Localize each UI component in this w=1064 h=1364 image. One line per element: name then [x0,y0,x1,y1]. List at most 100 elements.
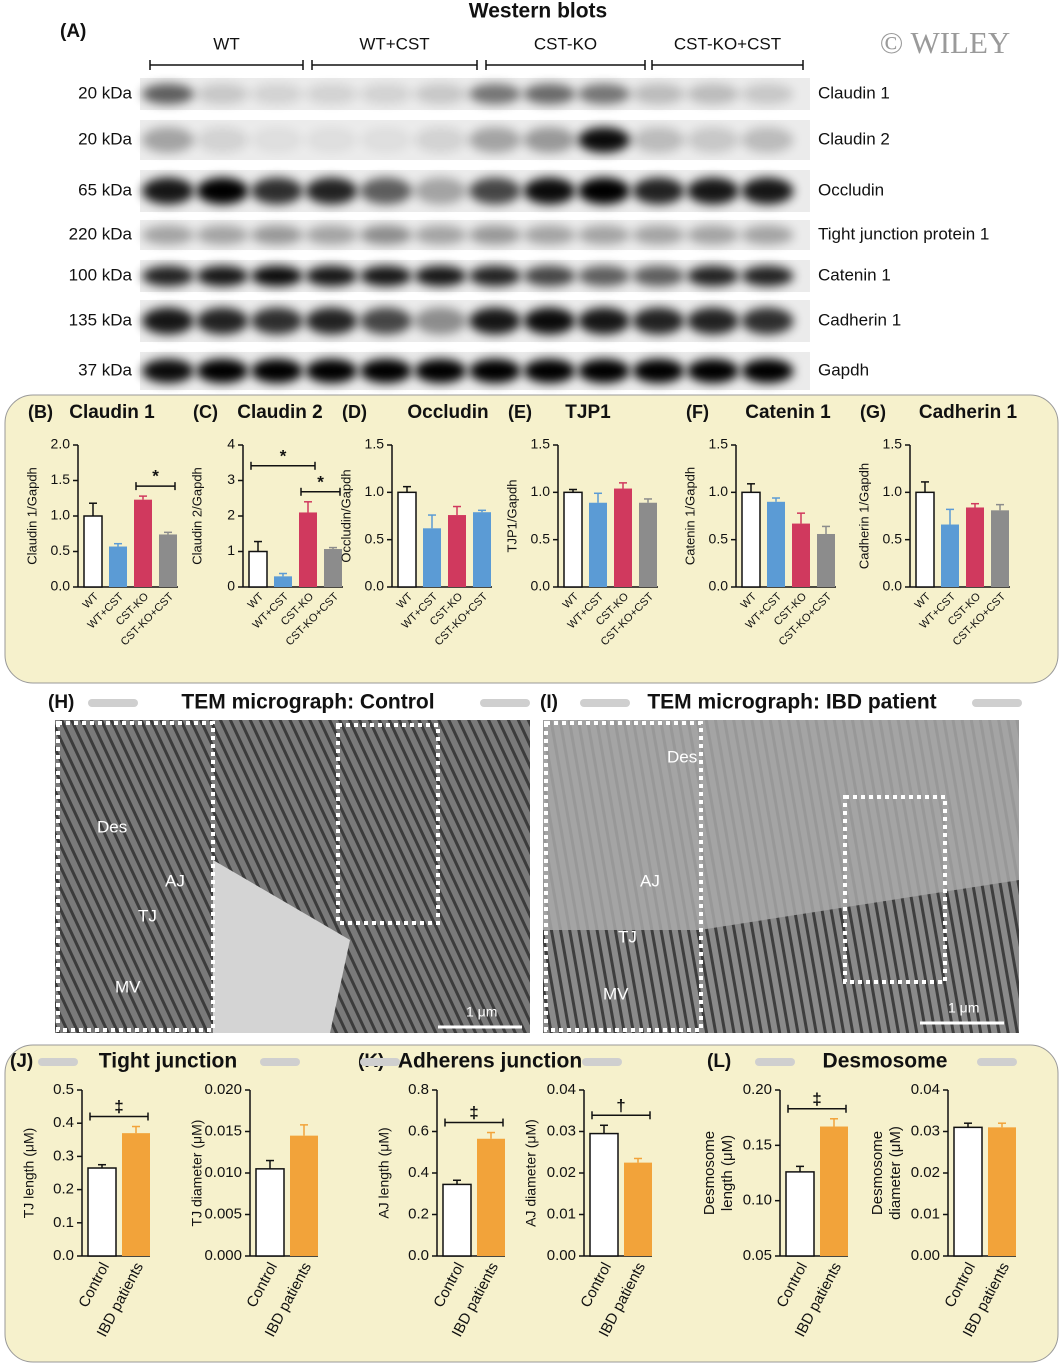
blot-protein: Catenin 1 [818,265,891,284]
blot-band [142,83,194,105]
blot-band [687,225,739,245]
y-tick-label: 4 [227,436,235,452]
group-title: Tight junction [99,1050,237,1073]
group-label: CST-KO+CST [674,34,781,53]
y-tick-label: 0.5 [531,530,551,546]
panel-label: (G) [860,402,886,422]
bar [785,1171,815,1257]
blot-band [523,127,576,153]
y-tick-label: 0.01 [547,1205,576,1222]
y-tick-label: 0.03 [547,1122,576,1139]
zoom-box [843,795,947,984]
y-tick-label: 1.5 [51,471,71,487]
blot-band [741,265,794,287]
bar [477,1138,505,1256]
tem-annotation: TJ [138,906,157,925]
scale-label: 1 μm [948,1000,979,1016]
y-tick-label: 0.15 [743,1136,772,1153]
zoom-box [336,723,440,925]
blot-band [578,225,630,245]
panel-label: (C) [193,402,218,422]
group-label: WT+CST [359,34,429,53]
bar [290,1135,318,1256]
blot-band [741,177,794,205]
tem-annotation: MV [603,984,629,1003]
blot-band [687,177,739,205]
blot-band [142,265,194,287]
y-tick-label: 0.015 [204,1122,242,1139]
chart-title: TJP1 [565,402,611,423]
y-axis-label: Catenin 1/Gapdh [682,467,697,565]
y-axis-label: TJ diameter (μM) [189,1120,205,1227]
blot-band [360,307,412,335]
blot-band [305,358,358,384]
bar [639,502,657,587]
y-tick-label: 0.5 [709,530,729,546]
blot-band [251,307,303,335]
bar [83,515,103,588]
blot-band [632,177,685,205]
y-tick-label: 1.5 [709,436,729,452]
blot-band [142,307,194,335]
blot-band [523,177,576,205]
bar [442,1183,472,1257]
tem-annotation: Des [97,817,127,836]
blot-band [305,83,358,105]
bar [274,576,292,587]
blot-band [469,83,521,105]
y-tick-label: 0.005 [204,1205,242,1222]
blot-band [414,358,467,384]
group-title: Desmosome [823,1050,948,1073]
chart-title: Claudin 1 [69,402,155,423]
blot-band [632,307,685,335]
blot-band [632,83,685,105]
y-tick-label: 0.3 [53,1147,74,1164]
blot-protein: Gapdh [818,360,869,379]
blot-band [414,127,467,153]
y-tick-label: 0.05 [743,1247,772,1264]
panel-box [4,394,1059,684]
bar [122,1133,150,1256]
blot-band [251,225,303,245]
y-tick-label: 1.0 [709,483,729,499]
blot-size: 65 kDa [78,180,132,199]
bar [473,512,491,587]
blot-protein: Tight junction protein 1 [818,224,989,243]
blot-band [741,225,794,245]
blot-size: 37 kDa [78,360,132,379]
blot-band [687,358,739,384]
watermark: © WILEY [880,25,1011,60]
blot-band [251,177,303,205]
blot-band [360,358,412,384]
y-tick-label: 0.5 [51,542,71,558]
group-label: WT [213,34,239,53]
y-axis-label: AJ diameter (μM) [523,1119,539,1227]
panel-label: (F) [686,402,709,422]
blot-band [687,307,739,335]
blot-band [305,177,358,205]
bar [991,510,1009,587]
y-tick-label: 0.0 [53,1247,74,1264]
tem-title: TEM micrograph: Control [181,691,434,714]
blot-band [305,127,358,153]
y-axis-label: Claudin 2/Gapdh [189,467,204,565]
tem-title: TEM micrograph: IBD patient [647,691,936,714]
y-tick-label: 1.5 [365,436,385,452]
y-tick-label: 0.04 [547,1081,576,1098]
y-axis-label: length (μM) [719,1135,736,1211]
blot-protein: Claudin 2 [818,129,890,148]
blot-band [578,83,630,105]
title-dash [972,699,1022,707]
bar [988,1127,1016,1256]
bar [817,533,835,587]
y-tick-label: 0.00 [547,1247,576,1264]
blot-size: 20 kDa [78,129,132,148]
y-tick-label: 0.5 [53,1081,74,1098]
bar [109,546,127,587]
group-title: Adherens junction [398,1050,582,1073]
y-axis-label: Desmosome [701,1131,718,1215]
panel-label: (E) [508,402,532,422]
bar [589,1132,619,1257]
blot-band [469,307,521,335]
blot-band [523,265,576,287]
